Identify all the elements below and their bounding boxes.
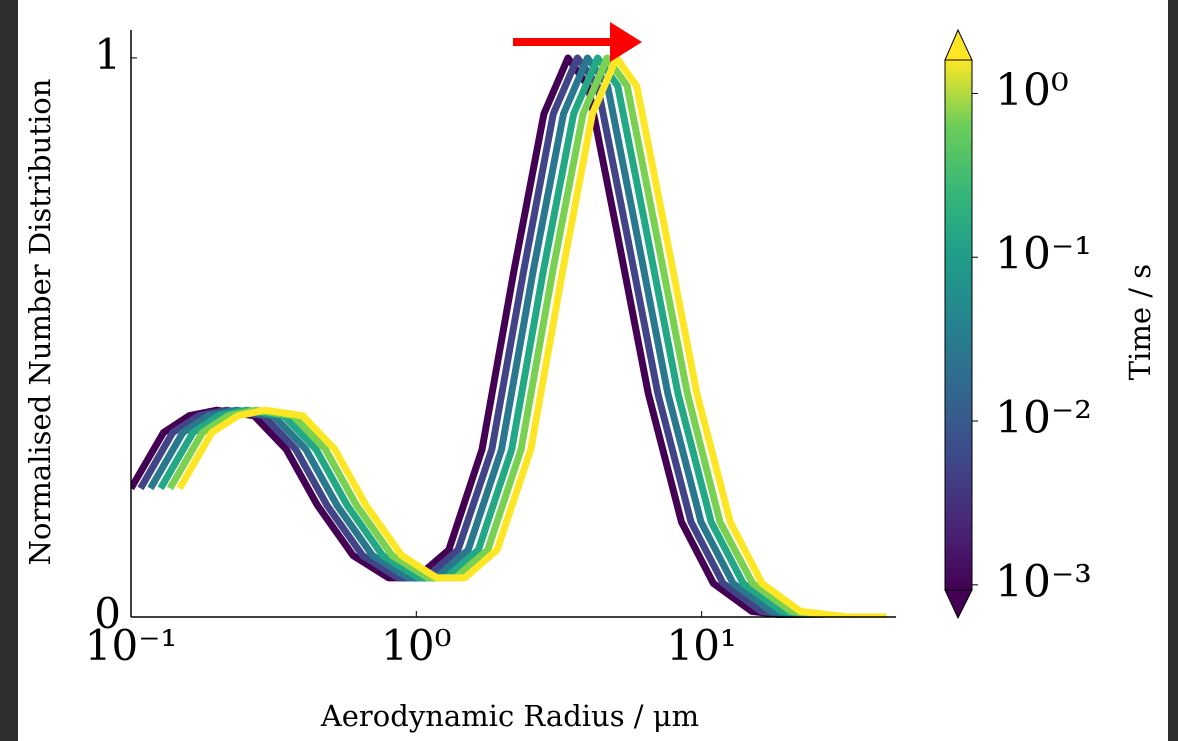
colorbar-tick-label: 10⁻³ [995, 556, 1092, 607]
y-tick-label: 0 [94, 589, 121, 638]
series-line [176, 54, 887, 618]
curves [131, 54, 887, 618]
colorbar [944, 28, 973, 620]
x-tick-label: 10⁻¹ [85, 621, 177, 670]
colorbar-tick-label: 10⁻² [995, 393, 1092, 444]
y-axis-label: Normalised Number Distribution [23, 79, 57, 566]
colorbar-tick-label: 10⁻¹ [995, 229, 1092, 280]
colorbar-label: Time / s [1123, 264, 1157, 380]
x-tick-label: 10⁰ [381, 621, 451, 670]
arrow [513, 22, 642, 62]
x-tick-label: 10¹ [666, 621, 736, 670]
colorbar-tick-label: 10⁰ [995, 65, 1069, 116]
x-axis-label: Aerodynamic Radius / μm [320, 699, 699, 733]
y-tick-label: 1 [94, 30, 121, 79]
